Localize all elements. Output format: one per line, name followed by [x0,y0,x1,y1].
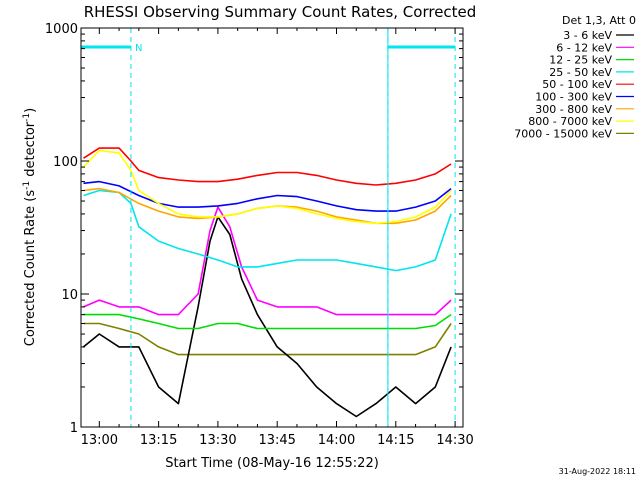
y-tick-label: 100 [53,155,78,170]
legend-item-label: 7000 - 15000 keV [514,127,612,140]
legend-item-label: 100 - 300 keV [535,91,612,104]
marker-layer: N [80,28,456,427]
legend-item-label: 12 - 25 keV [549,54,612,67]
y-tick-label: 10 [61,288,78,303]
series-line [82,216,452,418]
x-tick-label: 14:15 [377,433,414,448]
x-tick-label: 13:15 [140,433,177,448]
series-line [82,149,452,225]
y-axis-label-part3: ) [23,108,38,113]
y-axis-label-sup2: -1 [22,113,32,122]
y-axis-label: Corrected Count Rate (s-1 detector-1) [22,108,38,346]
x-tick-label: 13:45 [258,433,295,448]
legend-item-label: 300 - 800 keV [535,103,612,116]
legend-item-label: 6 - 12 keV [556,41,612,54]
series-line [83,147,452,186]
flag-label: N [135,43,142,54]
legend-header: Det 1,3, Att 0 [562,14,636,27]
series-line [83,206,452,316]
series-line [83,180,452,212]
x-tick-label: 13:30 [199,433,236,448]
series-line [83,322,452,356]
x-axis: 13:00 13:15 13:30 13:45 14:00 14:15 14:30 [81,28,474,448]
y-axis-label-part1: Corrected Count Rate (s [23,190,38,347]
footer-date: 31-Aug-2022 18:11 [559,467,636,476]
legend-item-label: 50 - 100 keV [542,78,612,91]
legend-item-label: 3 - 6 keV [563,29,612,42]
legend-item-label: 800 - 7000 keV [528,115,612,128]
y-tick-label: 1000 [45,22,78,37]
y-axis-label-part2: detector [23,121,38,181]
series-layer [82,147,452,418]
x-tick-label: 14:30 [436,433,473,448]
x-axis-label: Start Time (08-May-16 12:55:22) [165,456,379,471]
x-tick-label: 14:00 [318,433,355,448]
series-line [83,313,452,330]
series-line [83,189,452,272]
legend-item-label: 25 - 50 keV [549,66,612,79]
y-axis: 1 10 100 1000 [45,22,463,436]
chart-title: RHESSI Observing Summary Count Rates, Co… [84,3,477,21]
y-tick-label: 1 [70,421,78,436]
y-axis-label-sup1: -1 [22,181,32,190]
x-tick-label: 13:00 [81,433,118,448]
plot-frame [80,27,464,428]
